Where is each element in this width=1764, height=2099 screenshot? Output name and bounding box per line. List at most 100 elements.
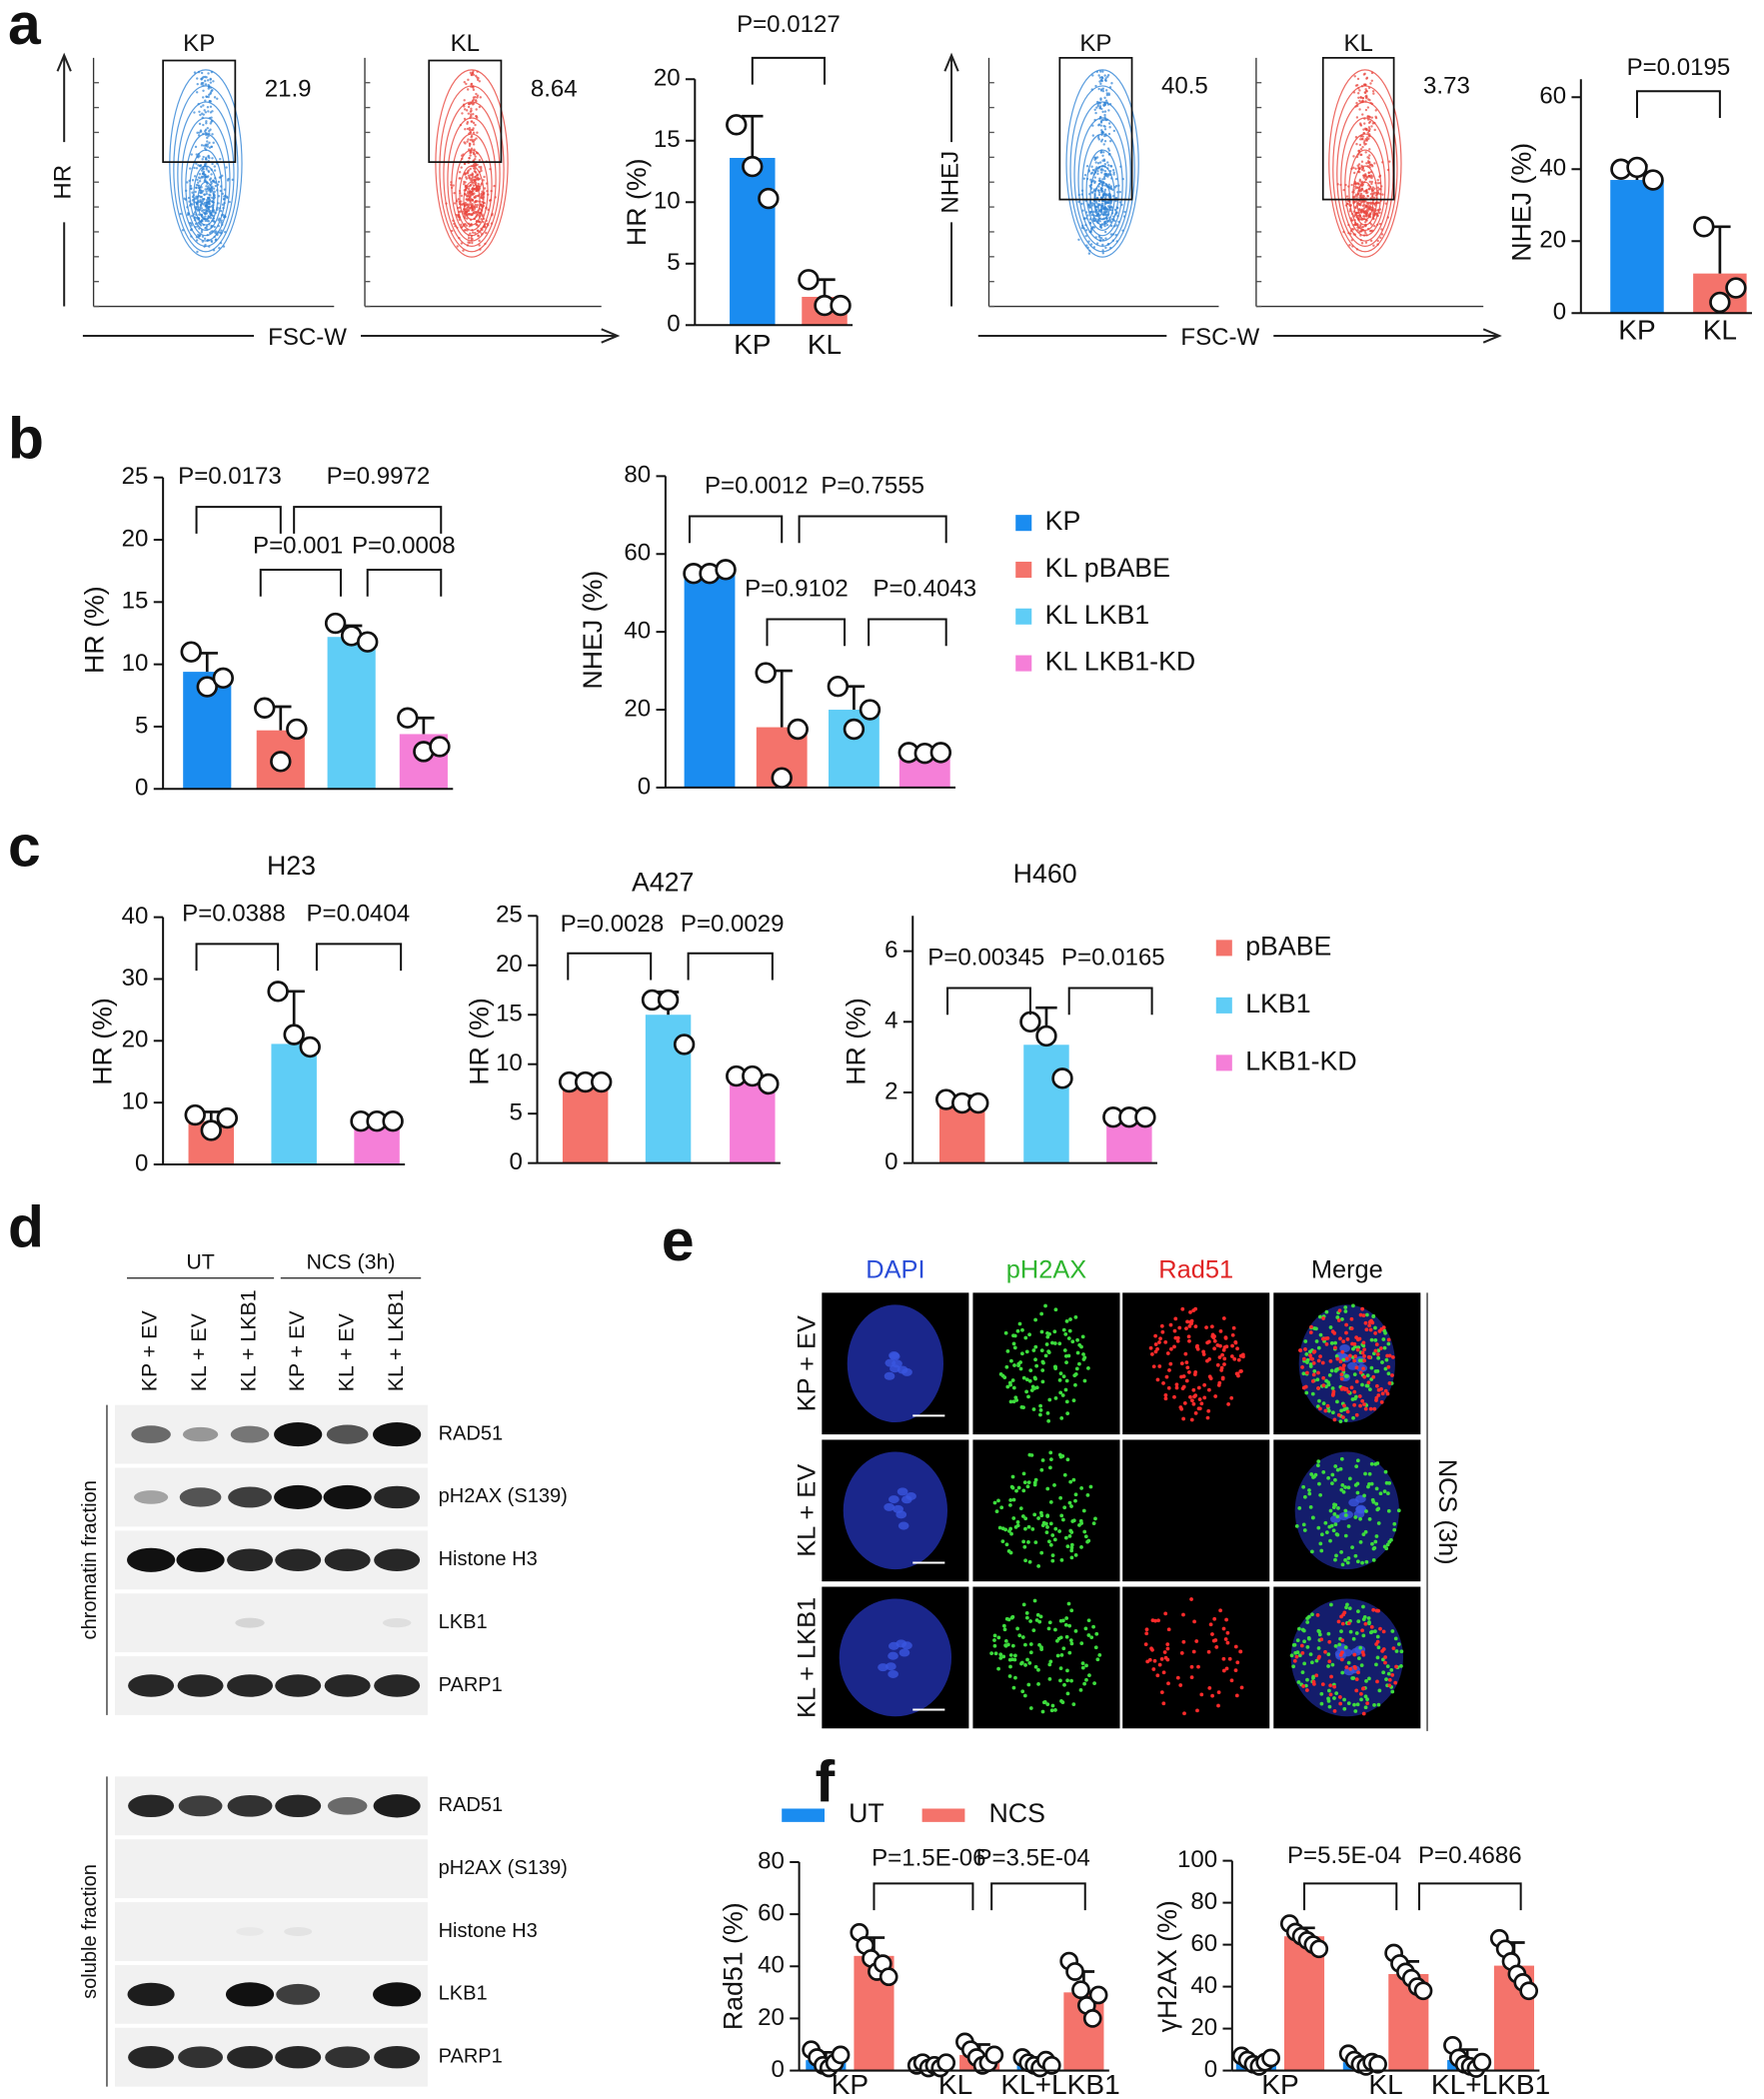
data-point <box>202 1121 221 1140</box>
significance-bracket <box>690 516 782 543</box>
flow-event <box>203 113 205 115</box>
focus <box>1178 1683 1182 1687</box>
focus <box>1047 1539 1051 1543</box>
focus <box>1235 1660 1239 1664</box>
flow-event <box>479 106 481 108</box>
focus <box>1068 1329 1072 1333</box>
focus <box>1375 1384 1379 1388</box>
flow-event <box>1104 202 1106 204</box>
focus <box>1374 1349 1378 1353</box>
focus <box>1161 1701 1165 1705</box>
focus <box>1065 1635 1069 1639</box>
flow-event <box>1105 208 1107 210</box>
focus <box>1157 1364 1161 1368</box>
flow-event <box>202 104 204 106</box>
p-value: P=0.7555 <box>821 472 924 499</box>
focus <box>1066 1457 1070 1461</box>
focus <box>1065 1669 1069 1673</box>
flow-event <box>1361 138 1363 140</box>
nucleolus <box>888 1495 899 1503</box>
focus <box>1021 1405 1025 1409</box>
focus <box>1343 1558 1347 1562</box>
focus <box>1033 1377 1037 1381</box>
focus <box>1394 1636 1398 1640</box>
focus <box>1367 1620 1371 1624</box>
focus <box>1187 1370 1191 1374</box>
focus <box>1301 1684 1305 1688</box>
blot-row-label: RAD51 <box>439 1794 504 1816</box>
focus <box>1347 1524 1351 1528</box>
data-point <box>1644 171 1663 190</box>
flow-event <box>208 157 210 159</box>
focus <box>1325 1530 1329 1534</box>
focus <box>1067 1602 1071 1606</box>
focus <box>1321 1470 1325 1474</box>
focus <box>1333 1341 1337 1345</box>
contour <box>1066 70 1138 257</box>
focus <box>1322 1401 1326 1405</box>
focus <box>1012 1399 1016 1403</box>
flow-event <box>461 112 463 114</box>
flow-event <box>196 167 198 169</box>
flow-event <box>208 94 210 96</box>
focus <box>1025 1349 1029 1353</box>
focus <box>1023 1643 1027 1647</box>
focus <box>1182 1711 1186 1715</box>
flow-event <box>1103 105 1105 107</box>
flow-event <box>1097 162 1099 164</box>
focus <box>1364 1622 1368 1626</box>
flow-event <box>1102 193 1104 195</box>
flow-event <box>469 143 471 145</box>
axis-label: FSC-W <box>1180 324 1259 351</box>
focus <box>1363 1472 1367 1476</box>
focus <box>1036 1682 1040 1686</box>
focus <box>1332 1685 1336 1689</box>
flow-event <box>464 128 466 130</box>
y-tick-label: 0 <box>135 1149 148 1176</box>
chart-title: A427 <box>632 867 694 897</box>
focus <box>1015 1627 1019 1631</box>
blot-strip <box>115 1593 428 1652</box>
significance-bracket <box>689 954 773 981</box>
flow-event <box>191 153 193 155</box>
focus <box>1300 1644 1304 1648</box>
focus <box>1060 1653 1064 1657</box>
significance-bracket <box>991 1883 1085 1910</box>
focus <box>1044 1353 1048 1357</box>
focus <box>1362 1341 1366 1345</box>
flow-event <box>192 179 194 181</box>
flow-event <box>475 108 477 110</box>
flow-event <box>209 147 211 149</box>
focus <box>1164 1656 1168 1660</box>
legend-swatch <box>1216 998 1232 1014</box>
flow-event <box>1370 202 1372 204</box>
focus <box>1079 1545 1083 1549</box>
flow-event <box>1100 169 1102 171</box>
flow-event <box>1372 245 1374 247</box>
flow-event <box>201 207 203 209</box>
nucleolus <box>883 1503 894 1511</box>
blot-band <box>373 1982 421 2006</box>
flow-event <box>1088 252 1090 254</box>
flow-event <box>1101 155 1103 157</box>
focus <box>1348 1667 1352 1671</box>
flow-event <box>1354 75 1356 77</box>
focus <box>1349 1630 1353 1634</box>
focus <box>1331 1386 1335 1390</box>
data-point <box>1628 158 1647 177</box>
focus <box>1302 1371 1306 1375</box>
p-value: P=0.0388 <box>182 900 286 927</box>
flow-event <box>216 98 218 100</box>
focus <box>1191 1388 1195 1392</box>
flow-event <box>459 177 461 179</box>
flow-event <box>218 181 220 183</box>
focus <box>1306 1645 1310 1649</box>
focus <box>1151 1667 1155 1671</box>
focus <box>1353 1709 1357 1713</box>
focus <box>1388 1678 1392 1682</box>
flow-event <box>469 232 471 234</box>
focus <box>1058 1390 1062 1394</box>
legend-swatch <box>1015 609 1031 625</box>
focus <box>1057 1341 1061 1345</box>
x-tick-label: KL <box>938 2069 972 2099</box>
